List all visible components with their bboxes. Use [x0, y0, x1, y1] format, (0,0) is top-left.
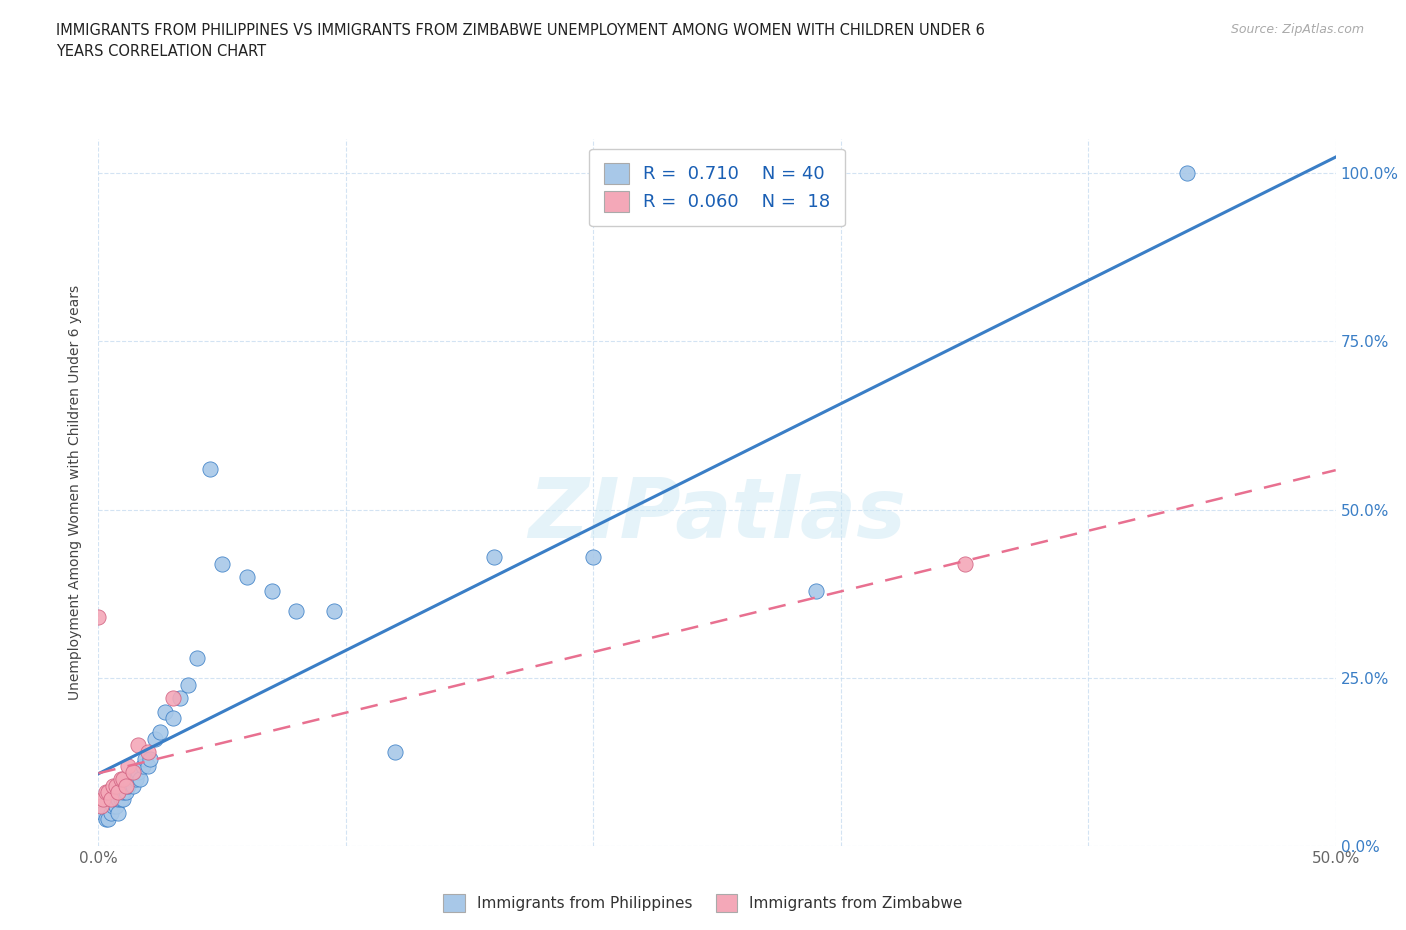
Point — [114, 785, 136, 800]
Point — [484, 550, 506, 565]
Point — [285, 604, 308, 618]
Text: Source: ZipAtlas.com: Source: ZipAtlas.com — [1230, 23, 1364, 36]
Point — [134, 751, 156, 766]
Point — [953, 556, 976, 571]
Text: IMMIGRANTS FROM PHILIPPINES VS IMMIGRANTS FROM ZIMBABWE UNEMPLOYMENT AMONG WOMEN: IMMIGRANTS FROM PHILIPPINES VS IMMIGRANT… — [56, 23, 986, 60]
Point — [211, 556, 233, 571]
Point — [139, 751, 162, 766]
Point — [804, 583, 827, 598]
Point — [114, 778, 136, 793]
Point — [112, 785, 135, 800]
Point — [93, 805, 115, 820]
Point — [143, 731, 166, 746]
Point — [103, 778, 125, 793]
Point — [582, 550, 605, 565]
Point — [94, 785, 117, 800]
Point — [93, 791, 115, 806]
Point — [107, 805, 129, 820]
Point — [122, 778, 145, 793]
Point — [127, 737, 149, 752]
Legend: R =  0.710    N = 40, R =  0.060    N =  18: R = 0.710 N = 40, R = 0.060 N = 18 — [589, 149, 845, 226]
Point — [136, 758, 159, 773]
Point — [236, 569, 259, 584]
Point — [120, 772, 142, 787]
Point — [186, 650, 208, 665]
Point — [124, 772, 146, 787]
Y-axis label: Unemployment Among Women with Children Under 6 years: Unemployment Among Women with Children U… — [69, 286, 83, 700]
Point — [149, 724, 172, 739]
Point — [104, 799, 127, 814]
Point — [117, 758, 139, 773]
Point — [103, 799, 125, 814]
Point — [112, 772, 135, 787]
Point — [384, 745, 406, 760]
Point — [104, 778, 127, 793]
Point — [322, 604, 344, 618]
Point — [129, 772, 152, 787]
Point — [260, 583, 283, 598]
Point — [1175, 166, 1198, 180]
Point — [136, 745, 159, 760]
Point — [169, 691, 191, 706]
Point — [100, 791, 122, 806]
Point — [162, 691, 184, 706]
Text: ZIPatlas: ZIPatlas — [529, 473, 905, 554]
Point — [127, 764, 149, 779]
Point — [132, 758, 155, 773]
Point — [110, 791, 132, 806]
Point — [107, 785, 129, 800]
Point — [155, 704, 177, 719]
Point — [112, 791, 135, 806]
Point — [117, 778, 139, 793]
Point — [87, 610, 110, 625]
Point — [107, 791, 129, 806]
Point — [97, 812, 120, 827]
Point — [90, 799, 112, 814]
Point — [97, 785, 120, 800]
Point — [110, 772, 132, 787]
Point — [198, 462, 221, 477]
Point — [94, 812, 117, 827]
Point — [176, 677, 198, 692]
Point — [162, 711, 184, 725]
Point — [122, 764, 145, 779]
Legend: Immigrants from Philippines, Immigrants from Zimbabwe: Immigrants from Philippines, Immigrants … — [437, 888, 969, 918]
Point — [100, 805, 122, 820]
